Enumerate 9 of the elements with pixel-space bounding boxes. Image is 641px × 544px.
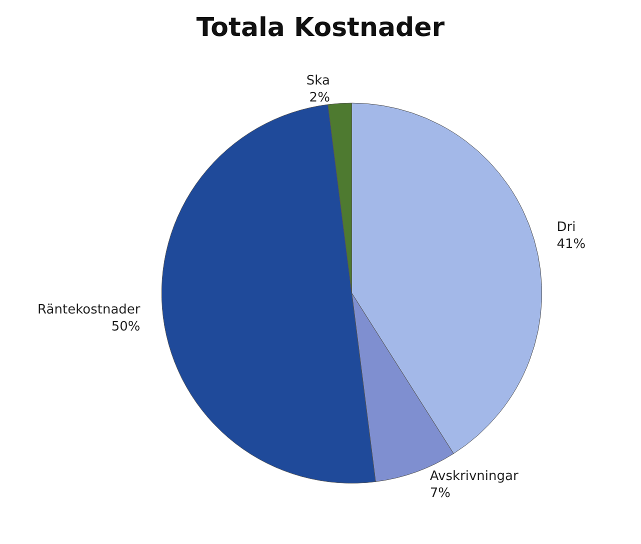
slice-label: Ska: [306, 73, 330, 88]
data-label: 50%: [111, 320, 140, 335]
slice-label: Dri: [556, 220, 576, 236]
data-label: 7%: [430, 486, 451, 502]
slice-label: Avskrivningar: [430, 469, 519, 484]
data-label: 2%: [309, 90, 330, 106]
chart-title: Totala Kostnader: [196, 13, 445, 43]
data-label: 41%: [556, 237, 586, 252]
slice-label: Räntekostnader: [38, 302, 141, 318]
